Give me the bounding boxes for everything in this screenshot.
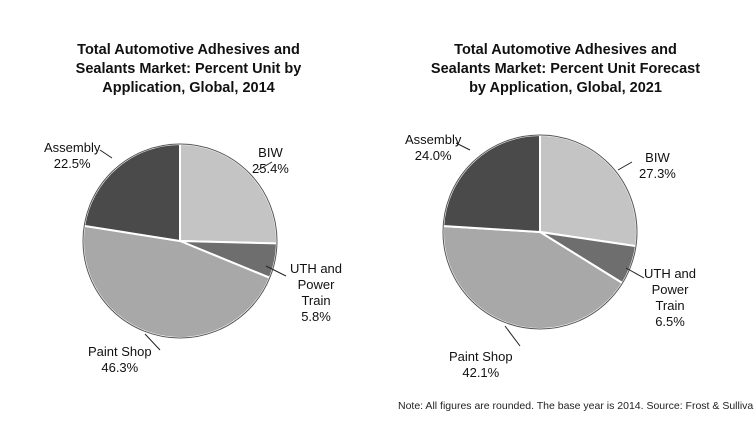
slice-label-assembly: Assembly 22.5%: [44, 140, 101, 171]
leader-line-uth-and-power-train: [265, 265, 287, 277]
pie-plot: [442, 133, 645, 347]
pie-chart-2021: Total Automotive Adhesives and Sealants …: [377, 0, 754, 395]
chart-title-line: Sealants Market: Percent Unit by: [75, 61, 302, 77]
leader-line-assembly: [455, 142, 471, 151]
leader-line-biw: [617, 161, 633, 171]
pie-chart-2014: Total Automotive Adhesives and Sealants …: [0, 0, 377, 395]
pie-plot: [82, 142, 287, 351]
slice-label-paint-shop: Paint Shop 46.3%: [88, 344, 152, 375]
slice-label-biw: BIW 25.4%: [252, 145, 289, 176]
slice-label-biw: BIW 27.3%: [639, 150, 676, 181]
leader-line-biw: [257, 161, 273, 171]
leader-line-paint-shop: [144, 333, 161, 351]
pie-outline: [442, 134, 638, 330]
chart-title: Total Automotive Adhesives and Sealants …: [0, 41, 377, 98]
chart-title-line: Total Automotive Adhesives and: [77, 42, 300, 58]
slice-label-uth-power-train: UTH and Power Train 5.8%: [290, 261, 343, 324]
slice-label-paint-shop: Paint Shop 42.1%: [449, 349, 513, 380]
chart-title: Total Automotive Adhesives and Sealants …: [377, 41, 754, 98]
source-note: Note: All figures are rounded. The base …: [398, 400, 754, 412]
leader-line-assembly: [99, 149, 113, 159]
slice-label-uth-power-train: UTH and Power Train 6.5%: [644, 266, 697, 329]
slice-label-assembly: Assembly 24.0%: [405, 132, 462, 163]
chart-title-line: Total Automotive Adhesives and: [454, 42, 677, 58]
leader-line-paint-shop: [504, 325, 521, 347]
leader-line-uth-and-power-train: [625, 267, 645, 279]
chart-title-line: by Application, Global, 2021: [469, 80, 662, 96]
chart-title-line: Sealants Market: Percent Unit Forecast: [430, 61, 701, 77]
chart-title-line: Application, Global, 2014: [102, 80, 275, 96]
pie-outline: [82, 143, 278, 339]
pie-slice-biw: [539, 133, 638, 248]
